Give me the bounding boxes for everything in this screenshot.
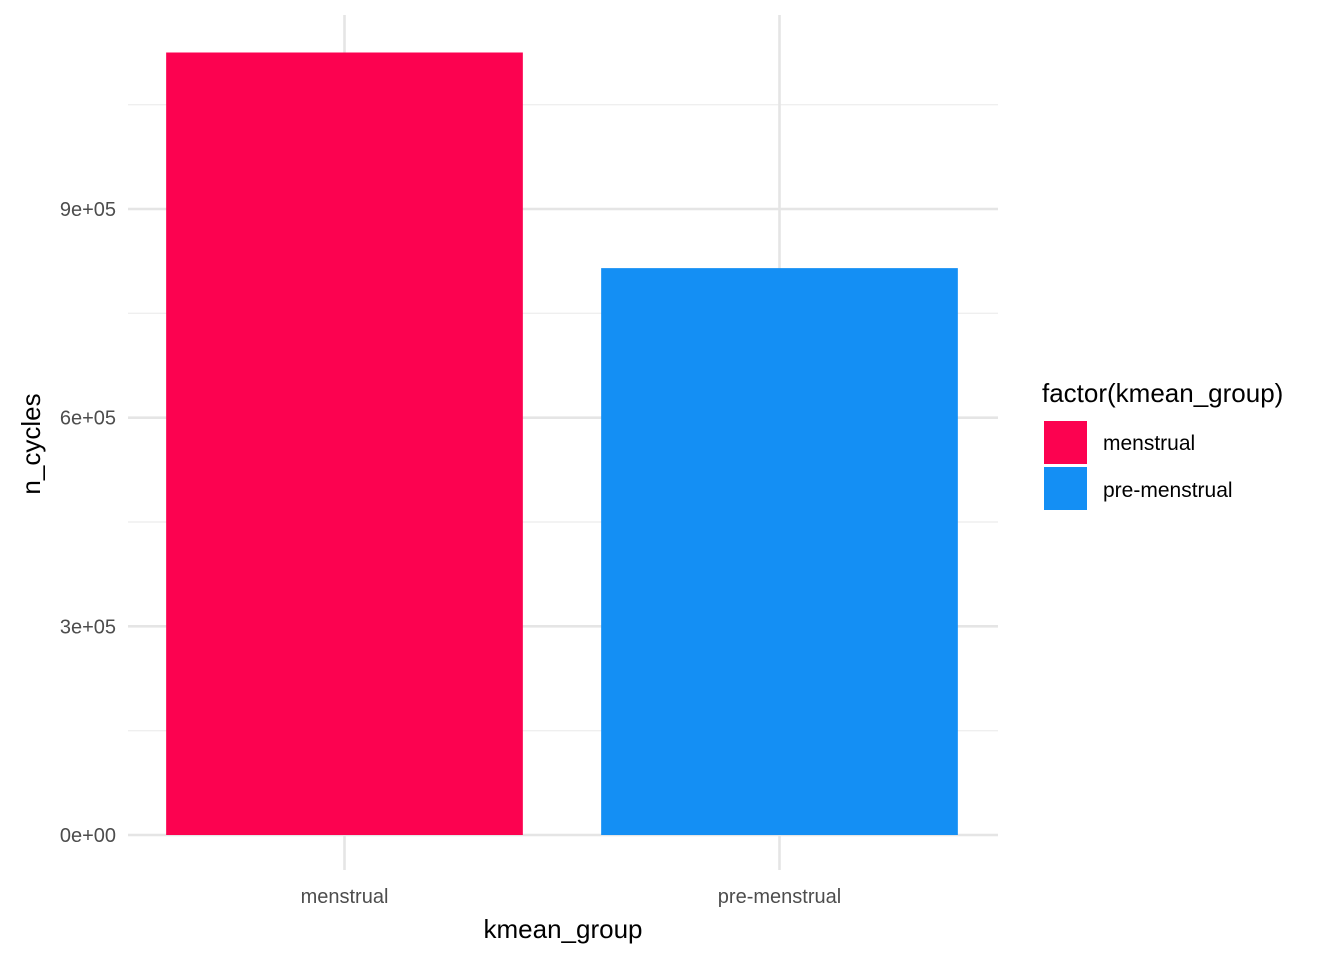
- y-axis-ticks: 0e+00 3e+05 6e+05 9e+05: [60, 199, 116, 847]
- legend: factor(kmean_group) menstrual pre-menstr…: [1042, 378, 1283, 510]
- y-tick-label: 3e+05: [60, 616, 116, 638]
- y-tick-label: 6e+05: [60, 408, 116, 430]
- bar-menstrual: [166, 52, 523, 835]
- x-axis-title: kmean_group: [484, 914, 643, 944]
- legend-swatch-menstrual: [1044, 421, 1087, 464]
- bar-pre-menstrual: [601, 268, 958, 836]
- legend-entry-pre-menstrual: pre-menstrual: [1044, 467, 1233, 510]
- x-axis-ticks: menstrual pre-menstrual: [301, 886, 842, 908]
- y-axis-title: n_cycles: [16, 393, 46, 494]
- legend-label-menstrual: menstrual: [1103, 432, 1195, 455]
- legend-label-pre-menstrual: pre-menstrual: [1103, 479, 1233, 502]
- bars: [166, 52, 958, 836]
- y-tick-label: 9e+05: [60, 199, 116, 221]
- legend-swatch-pre-menstrual: [1044, 467, 1087, 510]
- x-tick-label: pre-menstrual: [718, 886, 841, 908]
- legend-entry-menstrual: menstrual: [1044, 421, 1195, 464]
- legend-title: factor(kmean_group): [1042, 378, 1283, 408]
- x-tick-label: menstrual: [301, 886, 389, 908]
- y-tick-label: 0e+00: [60, 825, 116, 847]
